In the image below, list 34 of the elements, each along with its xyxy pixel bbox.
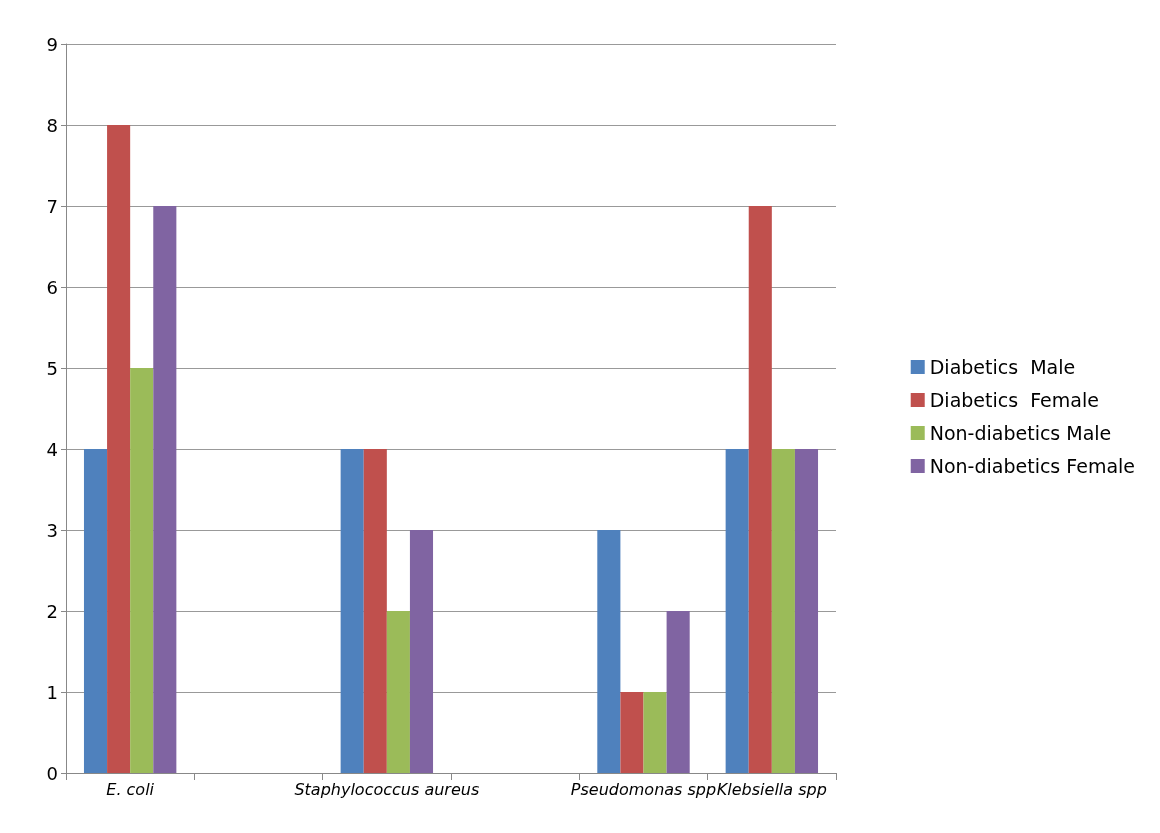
bar [725, 449, 749, 773]
y-tick-label: 6 [46, 276, 58, 298]
bar [597, 530, 621, 773]
x-tick-label: Pseudomonas spp [570, 779, 717, 799]
legend-label: Diabetics Male [929, 356, 1076, 378]
bar [363, 449, 387, 773]
y-tick-label: 2 [46, 600, 58, 622]
bar [340, 449, 364, 773]
bar [666, 611, 690, 773]
bar [107, 125, 131, 773]
x-tick-label: E. coli [106, 779, 155, 799]
bar [620, 692, 644, 773]
y-tick-label: 9 [46, 33, 58, 55]
bar [153, 206, 177, 773]
x-tick-label: Klebsiella spp [716, 779, 827, 799]
bar [643, 692, 667, 773]
y-tick-label: 3 [46, 519, 58, 541]
legend-label: Non-diabetics Male [929, 422, 1112, 444]
y-tick-label: 8 [46, 114, 58, 136]
bar [130, 368, 154, 773]
bar [748, 206, 772, 773]
x-tick-label: Staphylococcus aureus [294, 779, 480, 799]
y-tick-label: 5 [46, 357, 58, 379]
legend-label: Non-diabetics Female [929, 455, 1135, 477]
bar [409, 530, 434, 773]
bar [83, 449, 108, 773]
bar [771, 449, 795, 773]
bar [794, 449, 819, 773]
y-tick-label: 1 [46, 681, 58, 703]
y-tick-label: 4 [46, 438, 58, 460]
y-tick-label: 7 [46, 195, 58, 217]
bar [386, 611, 410, 773]
legend-label: Diabetics Female [929, 389, 1099, 411]
y-tick-label: 0 [46, 762, 58, 784]
